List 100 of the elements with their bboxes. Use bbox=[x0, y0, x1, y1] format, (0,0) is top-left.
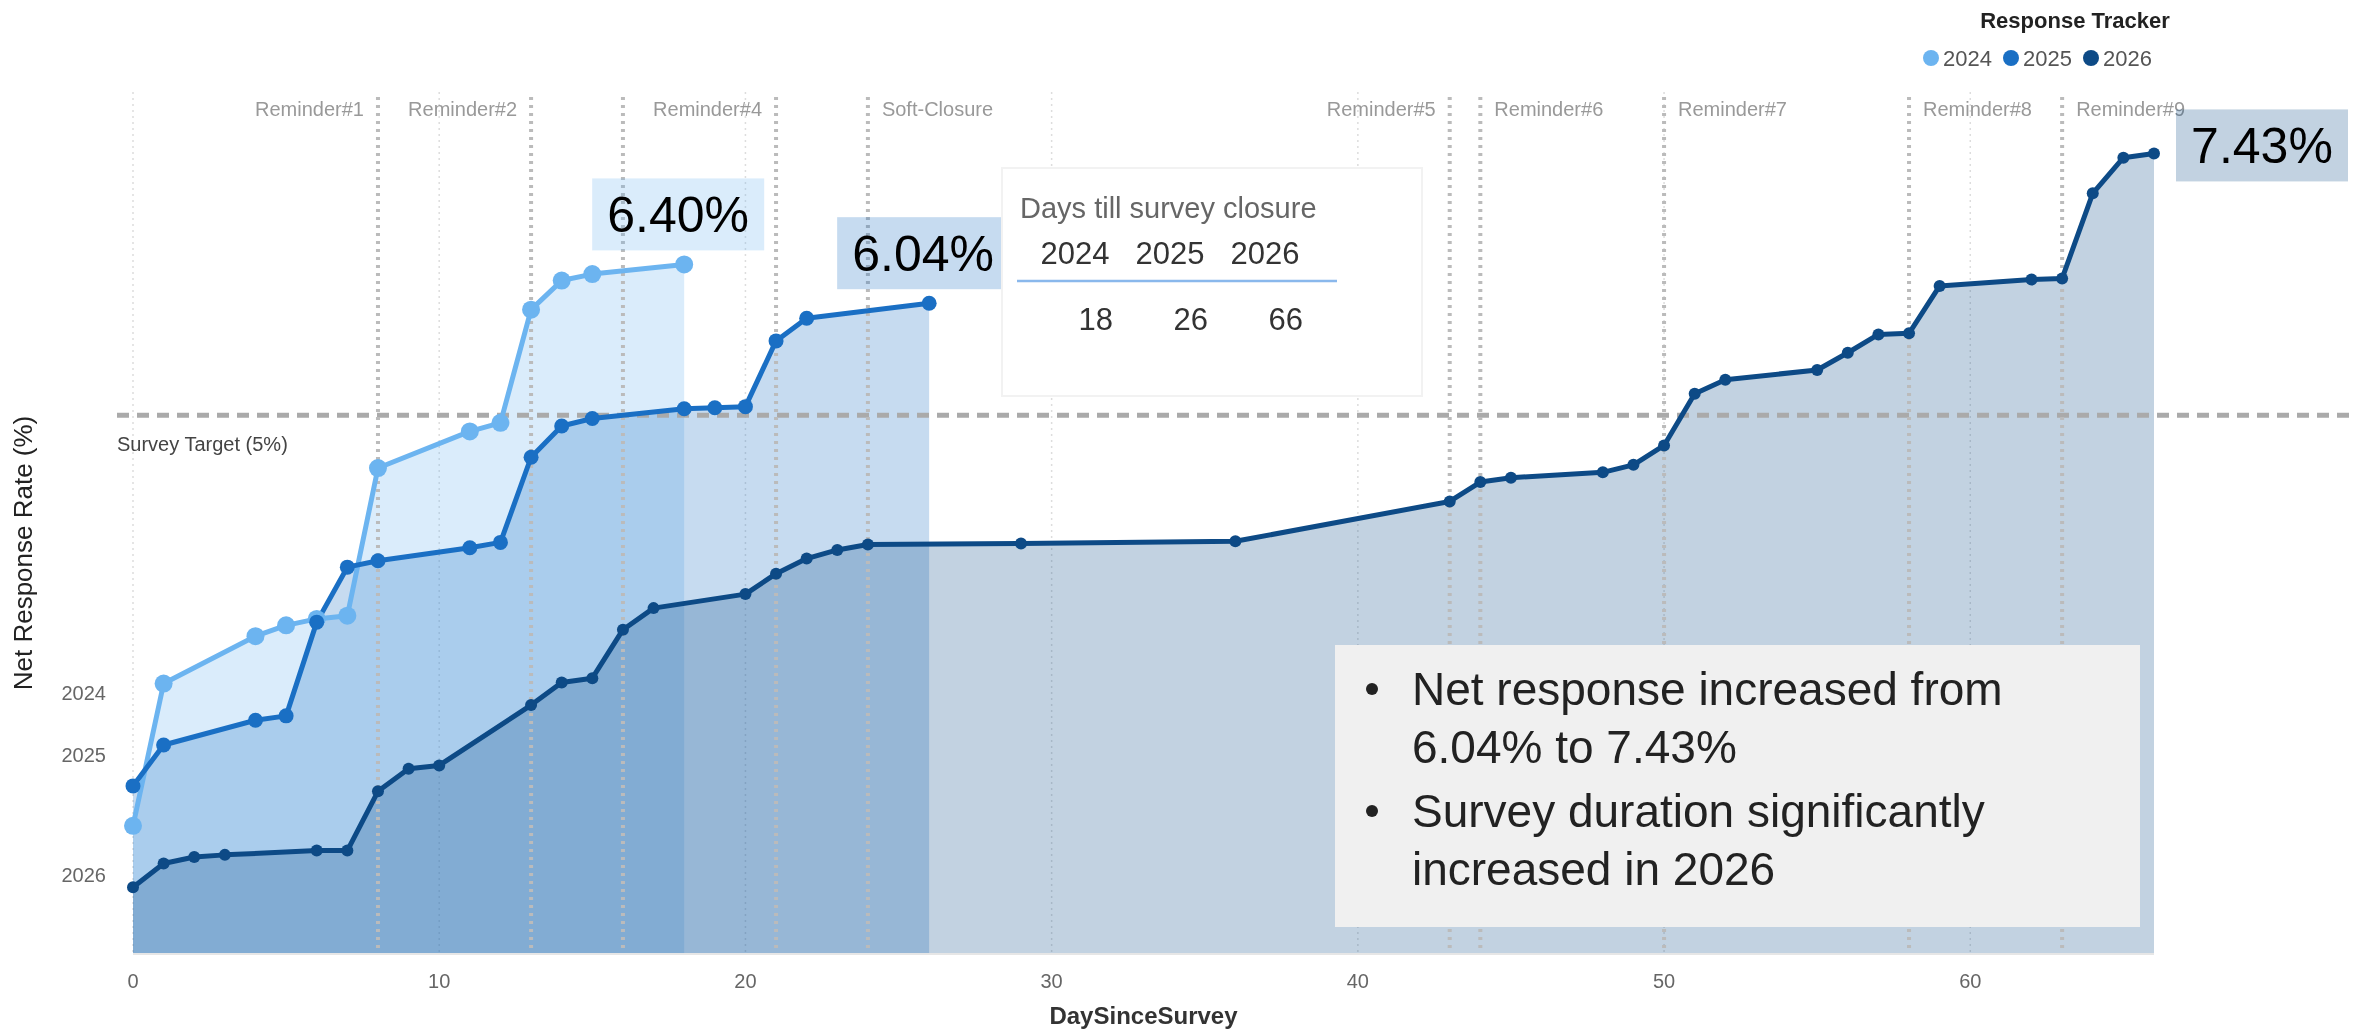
point bbox=[310, 844, 323, 857]
point bbox=[1229, 535, 1242, 548]
point bbox=[2056, 272, 2069, 285]
point bbox=[2086, 187, 2099, 200]
x-tick-label: 50 bbox=[1652, 970, 1676, 992]
category-label: 2026 bbox=[1230, 236, 1300, 271]
point bbox=[1841, 346, 1854, 359]
point bbox=[1015, 537, 1028, 550]
x-tick-label: 40 bbox=[1346, 970, 1369, 992]
point bbox=[584, 410, 600, 426]
point bbox=[402, 762, 415, 775]
data-label: 26 bbox=[1173, 302, 1208, 337]
point bbox=[277, 616, 296, 635]
point bbox=[770, 567, 783, 580]
point bbox=[218, 848, 231, 861]
point bbox=[278, 708, 294, 724]
point bbox=[433, 759, 446, 772]
point bbox=[616, 623, 629, 636]
point bbox=[338, 606, 357, 625]
point bbox=[127, 881, 139, 894]
ref-line-label: Reminder#6 bbox=[1494, 98, 1604, 120]
point bbox=[554, 418, 570, 434]
point bbox=[1933, 279, 1946, 292]
data-label: 6.04% bbox=[852, 226, 995, 283]
ref-line-label: Reminder#8 bbox=[1923, 98, 2032, 120]
legend-label: 2026 bbox=[2103, 46, 2152, 71]
point bbox=[341, 844, 354, 857]
point bbox=[156, 737, 172, 753]
point bbox=[737, 399, 753, 415]
point bbox=[492, 534, 508, 550]
ref-line-label: Survey Target (5%) bbox=[117, 433, 288, 456]
point bbox=[522, 300, 541, 319]
point bbox=[831, 543, 844, 556]
point bbox=[800, 552, 813, 565]
point bbox=[491, 413, 510, 432]
point bbox=[370, 553, 386, 569]
point bbox=[768, 333, 784, 349]
data-label: 66 bbox=[1268, 302, 1303, 337]
point bbox=[707, 400, 723, 416]
point bbox=[246, 627, 265, 646]
legend-label: 2024 bbox=[1943, 46, 1992, 71]
point bbox=[552, 271, 571, 290]
point bbox=[555, 676, 568, 689]
point bbox=[1872, 328, 1885, 341]
x-tick-label: 60 bbox=[1959, 970, 1982, 992]
category-label: 2024 bbox=[1040, 236, 1110, 271]
point bbox=[309, 614, 325, 630]
point bbox=[586, 672, 599, 685]
text: 2025 bbox=[61, 744, 106, 766]
point bbox=[462, 540, 478, 556]
text: Days till survey closure bbox=[1020, 192, 1317, 224]
point bbox=[368, 459, 387, 478]
point bbox=[188, 851, 201, 864]
text: 2024 bbox=[61, 682, 106, 704]
point bbox=[1658, 439, 1671, 452]
point bbox=[739, 588, 752, 601]
point bbox=[525, 699, 538, 712]
point bbox=[523, 449, 539, 465]
point bbox=[1627, 458, 1640, 471]
point bbox=[125, 778, 141, 794]
ref-line-label: Soft-Closure bbox=[881, 98, 994, 120]
y-axis-title: Net Response Rate (%) bbox=[8, 415, 38, 691]
ref-line-label: Reminder#4 bbox=[653, 98, 763, 120]
ref-line-label: Reminder#2 bbox=[408, 98, 518, 120]
legend-label: 2025 bbox=[2023, 46, 2072, 71]
point bbox=[1474, 476, 1487, 489]
point bbox=[675, 255, 694, 274]
point bbox=[1688, 387, 1701, 400]
point bbox=[154, 674, 173, 693]
point bbox=[1504, 471, 1517, 484]
data-label: 7.43% bbox=[2191, 118, 2333, 175]
point bbox=[583, 265, 602, 284]
point bbox=[921, 295, 937, 311]
point bbox=[247, 712, 263, 728]
point bbox=[2025, 273, 2038, 286]
x-tick-label: 30 bbox=[1040, 970, 1063, 992]
x-axis-title: DaySinceSurvey bbox=[1049, 1002, 1239, 1029]
category-label: 2025 bbox=[1135, 236, 1205, 271]
x-tick-label: 0 bbox=[127, 970, 139, 992]
point bbox=[1596, 466, 1609, 479]
text: 2026 bbox=[61, 864, 106, 886]
data-label: 6.40% bbox=[607, 187, 750, 244]
point bbox=[861, 538, 874, 551]
point bbox=[2148, 147, 2160, 160]
point bbox=[124, 816, 142, 835]
point bbox=[1811, 364, 1824, 376]
ref-line-label: Reminder#1 bbox=[255, 98, 364, 120]
ref-line-label: Reminder#7 bbox=[1678, 98, 1788, 120]
point bbox=[371, 785, 384, 798]
point bbox=[1903, 327, 1916, 340]
ref-line-label: Reminder#5 bbox=[1326, 98, 1436, 120]
point bbox=[676, 401, 692, 417]
ref-line-label: Reminder#9 bbox=[2076, 98, 2186, 120]
x-tick-label: 10 bbox=[428, 970, 451, 992]
data-label: 18 bbox=[1078, 302, 1113, 337]
point bbox=[2117, 151, 2130, 164]
annotation: Survey duration significantly increased in 2026 bbox=[1412, 785, 1985, 895]
point bbox=[339, 559, 355, 575]
annotation: Net response increased from 6.04% to 7.43% bbox=[1412, 663, 2003, 773]
x-tick-label: 20 bbox=[734, 970, 757, 992]
